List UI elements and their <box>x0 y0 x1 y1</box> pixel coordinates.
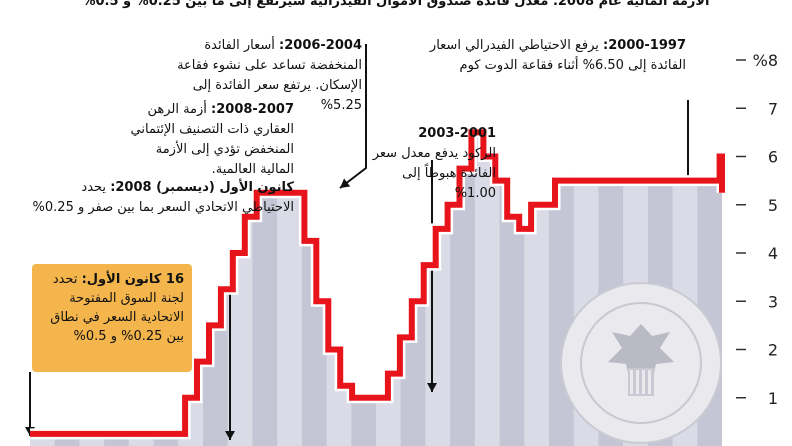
annotation-text: الركود يدفع معدل سعر الفائدة هبوطاً إلى … <box>372 146 496 201</box>
y-tick-label: 1 <box>768 389 778 408</box>
y-tick-label: %8 <box>753 51 778 70</box>
federal-reserve-seal <box>560 282 722 444</box>
annotation-text: أزمة الرهن العقاري ذات التصنيف الإئتماني… <box>130 102 294 177</box>
leader-dec-2008-arrow <box>225 431 235 440</box>
y-tick-label: 2 <box>768 341 778 360</box>
leader-2001-arrow <box>427 383 437 392</box>
seal-eagle-icon <box>608 324 674 396</box>
annotation-title: كانون الأول (ديسمبر) 2008: <box>110 180 294 195</box>
area-stripe <box>400 132 426 446</box>
y-tick-label: 3 <box>768 292 778 311</box>
seal-ring <box>580 302 702 424</box>
rate-line <box>30 129 725 437</box>
annotation-title: 2008-2007: <box>211 102 294 117</box>
area-stripe <box>499 132 525 446</box>
y-tick-label: 7 <box>768 99 778 118</box>
area-stripe <box>79 132 105 446</box>
y-tick-label: 5 <box>768 196 778 215</box>
leader-1997 <box>566 100 689 181</box>
annotation-title: 2006-2004: <box>279 38 362 53</box>
area-stripe <box>524 132 550 446</box>
callout-dec-16: 16 كانون الأول: تحدد لجنة السوق المفتوحة… <box>32 264 192 372</box>
annotation-dec-2008: كانون الأول (ديسمبر) 2008: يحدد الاحتياط… <box>28 178 294 218</box>
annotation-text: أسعار الفائدة المنخفضة تساعد على نشوء فق… <box>177 38 362 113</box>
annotation-title: 2003-2001 <box>418 126 496 141</box>
chart-title: الأزمة المالية عام 2008. معدل فائدة صندو… <box>0 0 792 12</box>
area-stripe <box>30 132 56 446</box>
annotation-text: يرفع الاحتياطي الفيدرالي اسعار الفائدة إ… <box>429 38 686 73</box>
annotation-2007-2008: 2008-2007: أزمة الرهن العقاري ذات التصني… <box>118 100 294 180</box>
annotation-1997-2000: 2000-1997: يرفع الاحتياطي الفيدرالي اسعا… <box>408 36 686 76</box>
annotation-2001-2003: 2003-2001 الركود يدفع معدل سعر الفائدة ه… <box>370 124 496 204</box>
y-axis: %8 7 6 5 4 3 2 1 <box>736 51 778 408</box>
area-stripe <box>54 132 80 446</box>
area-stripe <box>474 132 501 446</box>
leader-2004 <box>339 44 367 189</box>
y-tick-label: 6 <box>768 148 778 167</box>
callout-text: تحدد لجنة السوق المفتوحة الاتحادية السعر… <box>50 272 184 344</box>
leader-2004-arrow <box>340 178 351 188</box>
annotation-text: يحدد الاحتياطي الاتحادي السعر بما بين صف… <box>32 180 294 215</box>
callout-title: 16 كانون الأول: <box>81 272 184 287</box>
y-tick-label: 4 <box>768 244 778 263</box>
area-stripe <box>450 132 476 446</box>
annotation-2004-2006: 2006-2004: أسعار الفائدة المنخفضة تساعد … <box>172 36 362 116</box>
annotation-title: 2000-1997: <box>603 38 686 53</box>
